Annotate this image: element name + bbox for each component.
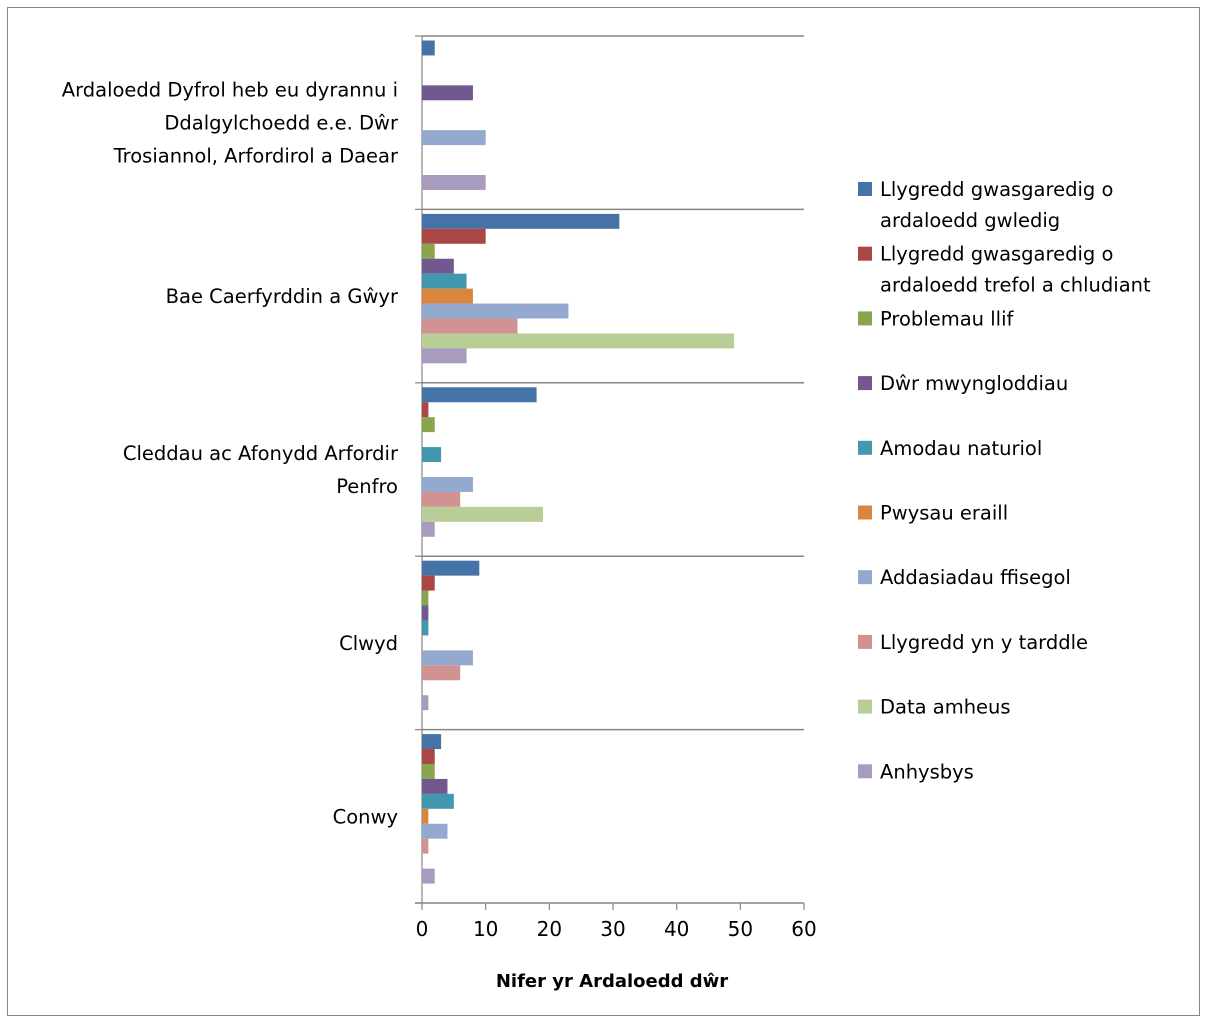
legend-label-line: Data amheus <box>880 696 1011 719</box>
bar <box>422 274 467 289</box>
legend-label-line: Anhysbys <box>880 760 974 783</box>
legend-label: Data amheus <box>880 696 1011 719</box>
bar <box>422 869 435 884</box>
legend-label: Pwysau eraill <box>880 502 1008 525</box>
bar <box>422 561 479 576</box>
bar <box>422 319 518 334</box>
bar <box>422 492 460 507</box>
bar <box>422 85 473 100</box>
category-label-line: Conwy <box>333 805 398 828</box>
bar <box>422 576 435 591</box>
bar <box>422 809 428 824</box>
bar <box>422 289 473 304</box>
bar <box>422 417 435 432</box>
legend-swatch <box>858 247 872 261</box>
legend-label-line: Amodau naturiol <box>880 437 1042 460</box>
x-tick-label: 60 <box>791 917 816 941</box>
legend-swatch <box>858 570 872 584</box>
x-axis-title: Nifer yr Ardaloedd dŵr <box>496 971 728 992</box>
bar <box>422 749 435 764</box>
legend-label: Llygredd yn y tarddle <box>880 631 1088 654</box>
bar <box>422 665 460 680</box>
legend-swatch <box>858 764 872 778</box>
legend-label: Amodau naturiol <box>880 437 1042 460</box>
legend-label-line: Problemau llif <box>880 307 1014 330</box>
bar <box>422 333 734 348</box>
legend-label-line: Dŵr mwyngloddiau <box>880 372 1068 395</box>
bar <box>422 794 454 809</box>
legend-swatch <box>858 441 872 455</box>
legend-label-line: Llygredd gwasgaredig o <box>880 178 1113 201</box>
category-label-line: Ardaloedd Dyfrol heb eu dyrannu i <box>62 79 398 102</box>
bar <box>422 304 568 319</box>
legend-swatch <box>858 182 872 196</box>
category-label-line: Bae Caerfyrddin a Gŵyr <box>166 285 399 308</box>
x-tick-label: 10 <box>473 917 498 941</box>
bar <box>422 387 537 402</box>
legend-label-line: Llygredd yn y tarddle <box>880 631 1088 654</box>
bar <box>422 229 486 244</box>
bar <box>422 244 435 259</box>
bar <box>422 40 435 55</box>
bar <box>422 130 486 145</box>
category-label: Bae Caerfyrddin a Gŵyr <box>166 285 399 308</box>
bar <box>422 522 435 537</box>
legend-label: Dŵr mwyngloddiau <box>880 372 1068 395</box>
bar <box>422 620 428 635</box>
bar <box>422 606 428 621</box>
category-label: Clwyd <box>339 632 398 655</box>
x-tick-label: 30 <box>600 917 625 941</box>
category-label-line: Ddalgylchoedd e.e. Dŵr <box>164 112 399 135</box>
bar <box>422 348 467 363</box>
legend-swatch <box>858 376 872 390</box>
bar <box>422 839 428 854</box>
legend-label: Addasiadau ffisegol <box>880 566 1071 589</box>
category-label-line: Cleddau ac Afonydd Arfordir <box>123 442 399 465</box>
bar <box>422 447 441 462</box>
x-tick-label: 0 <box>416 917 429 941</box>
bar <box>422 402 428 417</box>
bar <box>422 214 619 229</box>
bar <box>422 507 543 522</box>
bar <box>422 695 428 710</box>
legend-label: Anhysbys <box>880 760 974 783</box>
legend-label: Problemau llif <box>880 307 1014 330</box>
bar <box>422 734 441 749</box>
bar <box>422 824 447 839</box>
legend-swatch <box>858 700 872 714</box>
legend-swatch <box>858 506 872 520</box>
category-label-line: Clwyd <box>339 632 398 655</box>
legend-swatch <box>858 311 872 325</box>
bar <box>422 477 473 492</box>
legend-label-line: Pwysau eraill <box>880 502 1008 525</box>
bar <box>422 764 435 779</box>
bar <box>422 175 486 190</box>
category-label: Conwy <box>333 805 398 828</box>
bar <box>422 259 454 274</box>
bar <box>422 779 447 794</box>
category-label-line: Trosiannol, Arfordirol a Daear <box>113 145 399 168</box>
bar <box>422 591 428 606</box>
category-label-line: Penfro <box>336 475 398 498</box>
x-tick-label: 50 <box>728 917 753 941</box>
bar <box>422 650 473 665</box>
legend-swatch <box>858 635 872 649</box>
legend-label-line: Llygredd gwasgaredig o <box>880 243 1113 266</box>
x-tick-label: 40 <box>664 917 689 941</box>
legend-label-line: ardaloedd trefol a chludiant <box>880 274 1151 297</box>
x-tick-label: 20 <box>537 917 562 941</box>
legend-label-line: ardaloedd gwledig <box>880 209 1060 232</box>
legend-label-line: Addasiadau ffisegol <box>880 566 1071 589</box>
